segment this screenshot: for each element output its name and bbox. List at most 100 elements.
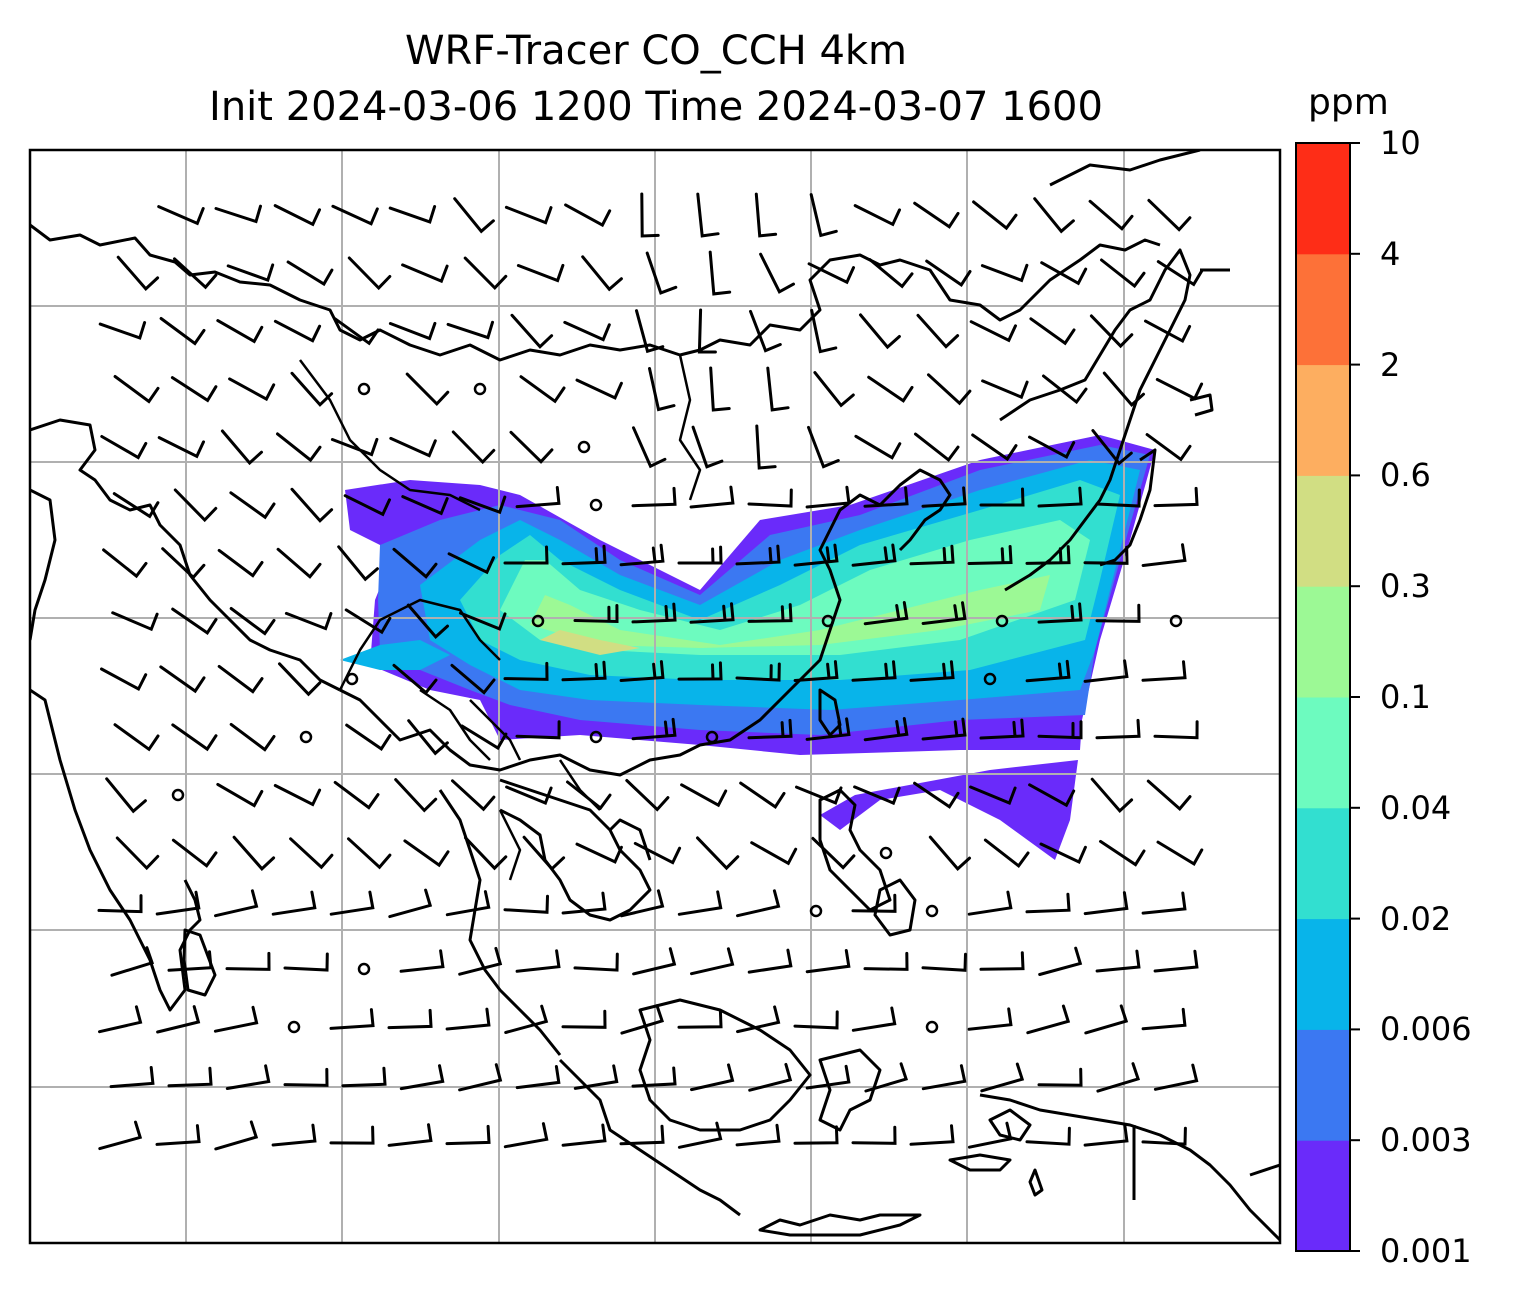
wind-barb [516,263,565,283]
wind-barb [868,258,914,289]
wind-barb [925,259,972,288]
colorbar-segment [1296,586,1350,698]
wind-barb [1100,258,1146,289]
wind-barb [909,1124,955,1146]
wind-barb [515,720,561,740]
wind-barb [503,545,549,565]
wind-barb [739,781,786,810]
wind-barb [399,1064,445,1091]
wind-barb [914,432,960,463]
wind-barb [159,665,206,694]
colorbar-segment [1296,475,1350,587]
wind-barb [983,672,997,686]
wind-barb [100,435,148,460]
wind-barb [573,1064,619,1090]
wind-barb [811,836,856,870]
wind-barb [851,543,897,567]
wind-barb [343,494,391,517]
wind-barb [345,723,392,752]
wind-barb [214,1120,259,1151]
wind-barb [447,552,495,575]
wind-barb [851,1006,897,1032]
wind-barb [159,317,206,346]
wind-barb [109,1066,155,1089]
wind-barb [1141,1126,1187,1146]
wind-barb [220,429,263,466]
wind-barb [575,842,623,864]
map-title: WRF-Tracer CO_CCH 4km [404,28,908,74]
wind-barb [1029,317,1076,346]
wind-barb [450,663,496,695]
wind-barb [216,782,264,808]
wind-barb [1102,371,1145,408]
wind-barb [287,1020,301,1034]
wind-barb [1095,949,1141,973]
wind-barb [113,375,160,404]
wind-barb [406,603,449,640]
wind-barb [980,263,1029,283]
wind-barb [696,836,740,871]
colorbar-tick-label: 0.1 [1380,678,1431,716]
wind-barb [217,664,264,694]
wind-barb [289,837,334,870]
wind-barb [1025,1126,1071,1146]
wind-barb [1156,260,1204,287]
wind-barb [403,839,450,868]
wind-barb [105,777,147,814]
wind-barb [1141,660,1187,682]
wind-barb [1037,720,1083,740]
wind-barb [1028,435,1076,459]
wind-barb [116,255,160,291]
wind-barb [451,779,496,812]
wind-barb [388,205,437,224]
wind-barb [1169,614,1183,628]
wind-barb [620,889,665,918]
wind-barb [971,433,1018,462]
wind-barb [1147,198,1192,232]
wind-barb [979,951,1025,971]
wind-barb [214,204,262,224]
wind-barb [167,1066,213,1088]
country-borders [299,354,702,881]
wind-barb [809,904,823,918]
wind-barb [1095,488,1141,508]
wind-barb [625,779,670,812]
wind-barb [329,1125,375,1145]
wind-barb [851,893,897,913]
wind-barb [401,263,449,284]
wind-barb [759,252,795,294]
wind-barb [821,614,835,628]
wind-barb [531,614,545,628]
wind-barb [473,382,487,396]
wind-barb [345,672,359,686]
colorbar-tick-label: 2 [1380,345,1401,384]
wind-barb [709,366,731,412]
wind-barb [453,197,495,234]
wind-barb [171,838,218,868]
wind-barb [755,424,777,470]
wind-barb [1141,1007,1187,1031]
wind-barb [330,437,379,457]
wind-barb [620,1004,665,1035]
wind-barb [515,486,561,509]
wind-barb [451,430,496,465]
wind-barb [1033,197,1075,234]
wind-barb [805,1064,851,1090]
wind-barb [515,1065,561,1090]
wind-barb [851,660,897,682]
wind-barb [284,611,333,631]
wind-barb [632,947,677,976]
wind-barb [979,487,1025,507]
wind-barb [113,723,160,752]
wind-barb [458,495,507,515]
wind-barb [736,1005,781,1034]
colorbar-segment [1296,697,1350,809]
wind-barb [341,1066,387,1088]
wind-barb [863,601,909,626]
wind-barb [98,1120,143,1151]
wind-barb [863,951,909,971]
wind-barb [1025,892,1071,914]
wind-barb [97,894,143,914]
wind-barb [677,890,723,916]
wind-barb [747,603,793,623]
